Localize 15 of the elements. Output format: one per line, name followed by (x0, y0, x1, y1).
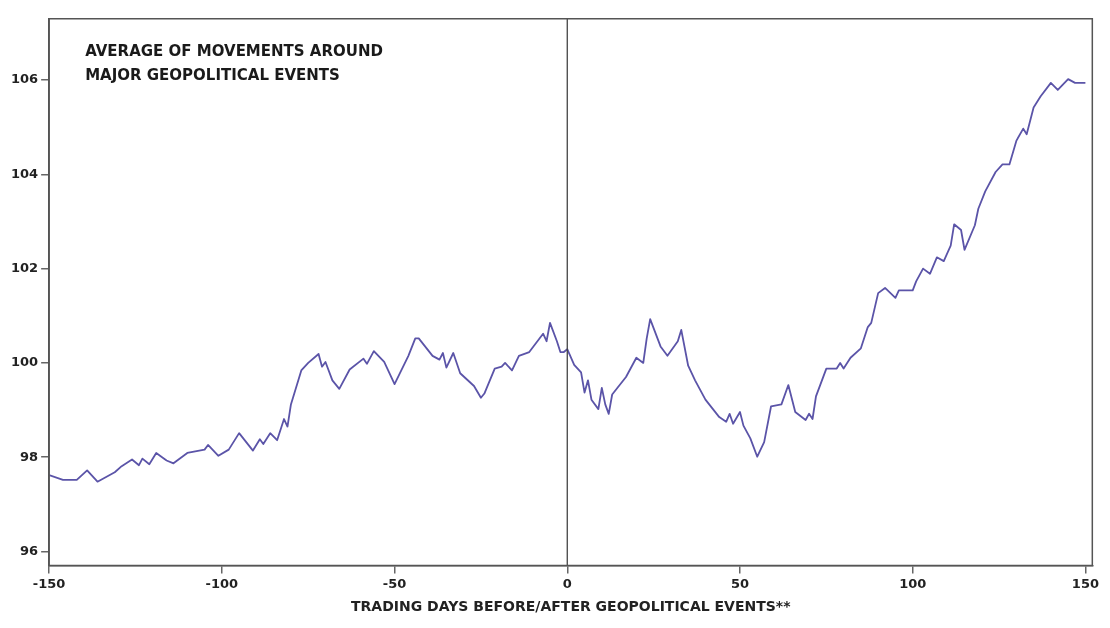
x-tick-label: 0 (562, 575, 572, 591)
y-tick-label: 98 (20, 448, 39, 464)
x-tick-label: 150 (1071, 575, 1099, 591)
x-tick-label: 100 (899, 575, 927, 591)
y-tick-label: 104 (11, 165, 39, 181)
y-tick-label: 100 (11, 354, 39, 370)
text: AVERAGE OF MOVEMENTS AROUND MAJOR GEOPOLITICAL EVENTS (85, 42, 383, 85)
y-tick-label: 106 (11, 71, 39, 87)
x-tick-label: -100 (205, 575, 239, 591)
x-axis-title: TRADING DAYS BEFORE/AFTER GEOPOLITICAL EVENTS** (350, 598, 792, 615)
x-tick-label: -150 (32, 575, 66, 591)
x-tick-label: -50 (382, 575, 407, 591)
y-tick-label: 102 (11, 260, 39, 276)
x-tick-label: 50 (730, 575, 750, 591)
y-tick-label: 96 (20, 542, 39, 558)
